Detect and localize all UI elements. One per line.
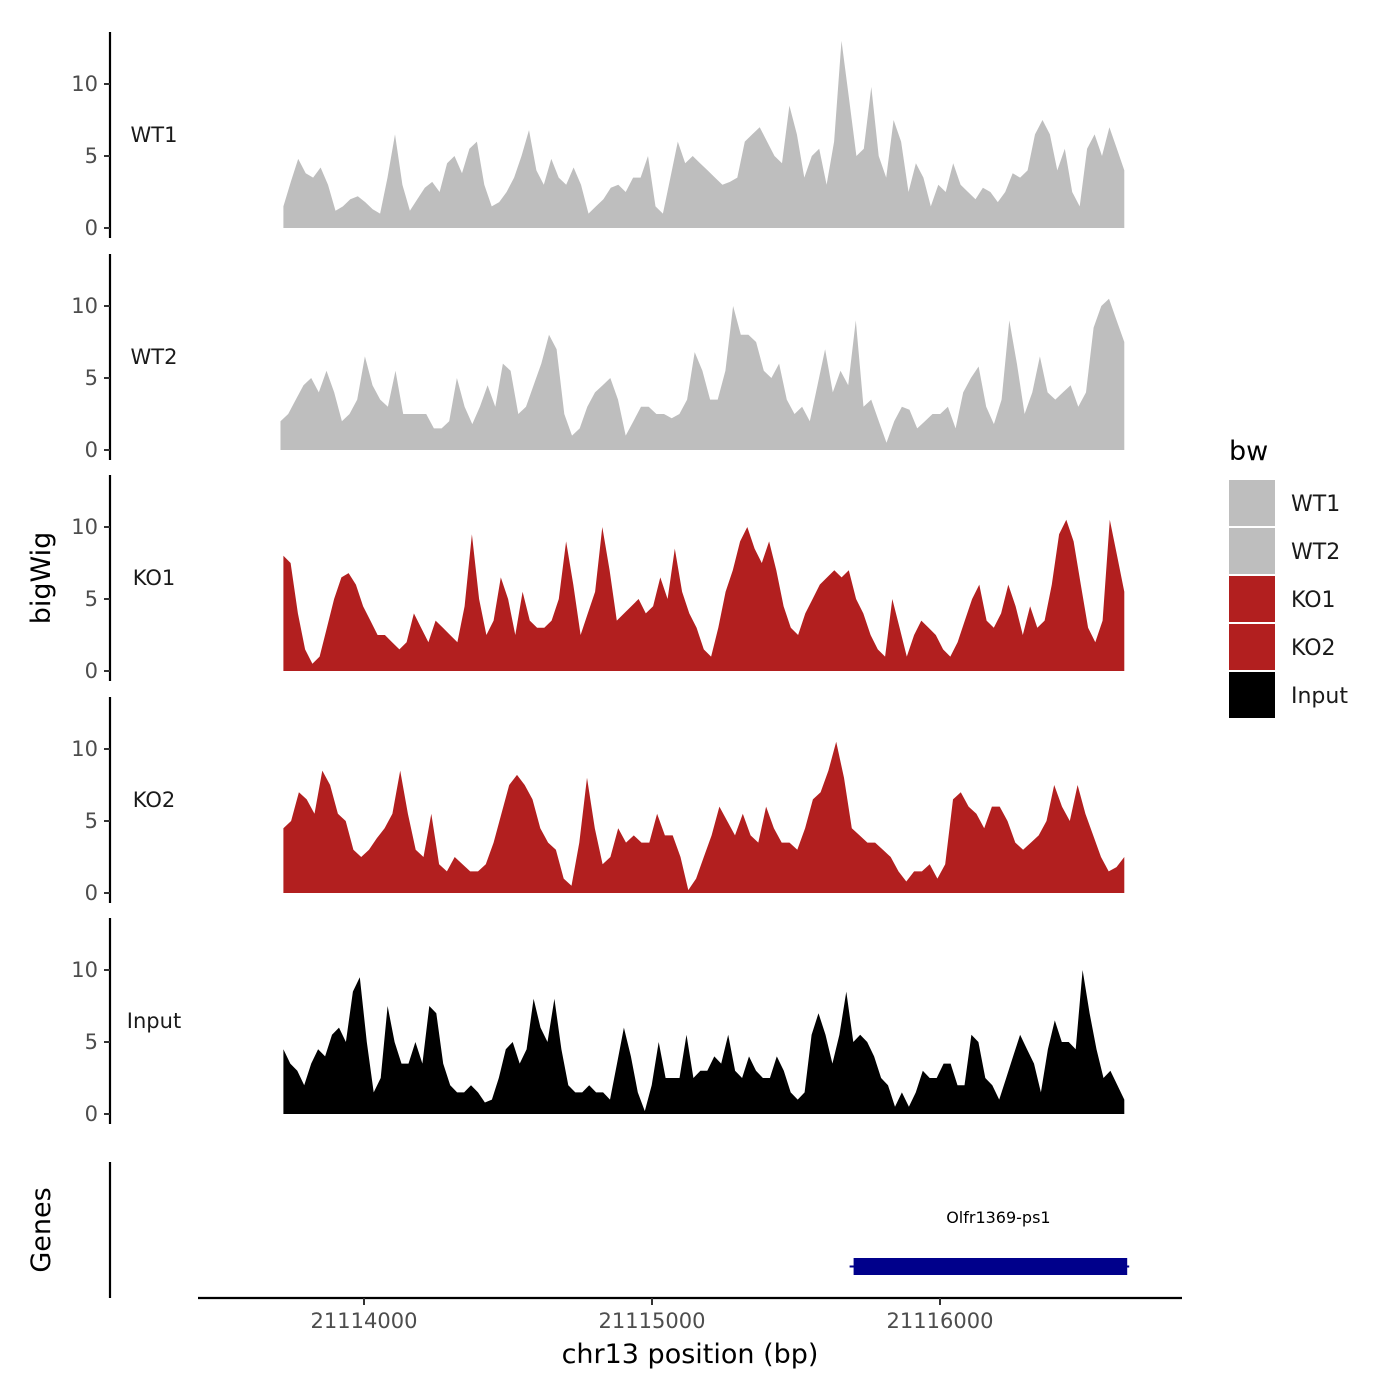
track-input: 0 5 10 Input <box>71 918 1125 1126</box>
x-axis: 21114000 21115000 21116000 <box>198 1296 1182 1333</box>
y-tick-label: 5 <box>85 366 98 390</box>
track-label: Input <box>127 1009 181 1033</box>
coverage-tracks: 0 5 10 WT1 0 5 10 WT2 0 5 10 KO1 0 5 10 KO2 0 5 10 Input <box>71 32 1125 1126</box>
y-tick-label: 0 <box>85 1102 98 1126</box>
legend-swatch-wt1 <box>1229 480 1275 526</box>
track-label: WT2 <box>131 345 178 369</box>
track-label: KO1 <box>133 566 176 590</box>
y-tick-label: 5 <box>85 809 98 833</box>
y-tick-label: 5 <box>85 587 98 611</box>
x-tick-label: 21115000 <box>599 1309 706 1333</box>
legend-label-wt2: WT2 <box>1291 540 1340 565</box>
legend-swatch-wt2 <box>1229 528 1275 574</box>
y-tick-label: 10 <box>71 515 98 539</box>
legend-swatch-ko1 <box>1229 576 1275 622</box>
y-tick-label: 5 <box>85 144 98 168</box>
y-tick-label: 0 <box>85 881 98 905</box>
y-tick-label: 0 <box>85 216 98 240</box>
track-label: WT1 <box>131 123 178 147</box>
x-tick-label: 21116000 <box>887 1309 994 1333</box>
x-tick-label: 21114000 <box>311 1309 418 1333</box>
track-ko2: 0 5 10 KO2 <box>71 697 1125 905</box>
genes-track: Olfr1369-ps1 <box>108 1162 1130 1298</box>
y-tick-label: 10 <box>71 72 98 96</box>
track-area-wt1 <box>283 40 1125 228</box>
track-area-ko1 <box>283 519 1125 671</box>
legend-label-ko1: KO1 <box>1291 588 1336 613</box>
y-tick-label: 10 <box>71 294 98 318</box>
y-axis-title: bigWig <box>26 532 57 625</box>
track-wt1: 0 5 10 WT1 <box>71 32 1125 240</box>
y-tick-label: 0 <box>85 438 98 462</box>
legend: bw WT1 WT2 KO1 KO2 Input <box>1229 436 1348 718</box>
legend-label-input: Input <box>1291 684 1348 709</box>
y-tick-label: 10 <box>71 737 98 761</box>
track-area-input <box>283 970 1125 1114</box>
legend-swatch-input <box>1229 672 1275 718</box>
legend-title: bw <box>1229 436 1268 467</box>
gene-label: Olfr1369-ps1 <box>946 1208 1050 1227</box>
y-tick-label: 10 <box>71 958 98 982</box>
track-area-wt2 <box>280 298 1125 450</box>
track-area-ko2 <box>283 741 1125 893</box>
track-label: KO2 <box>133 788 176 812</box>
track-wt2: 0 5 10 WT2 <box>71 254 1125 462</box>
y-tick-label: 0 <box>85 659 98 683</box>
genes-axis-title: Genes <box>26 1187 57 1272</box>
y-tick-label: 5 <box>85 1030 98 1054</box>
legend-swatch-ko2 <box>1229 624 1275 670</box>
legend-label-wt1: WT1 <box>1291 492 1340 517</box>
legend-label-ko2: KO2 <box>1291 636 1336 661</box>
x-axis-title: chr13 position (bp) <box>562 1339 819 1370</box>
track-ko1: 0 5 10 KO1 <box>71 475 1125 683</box>
